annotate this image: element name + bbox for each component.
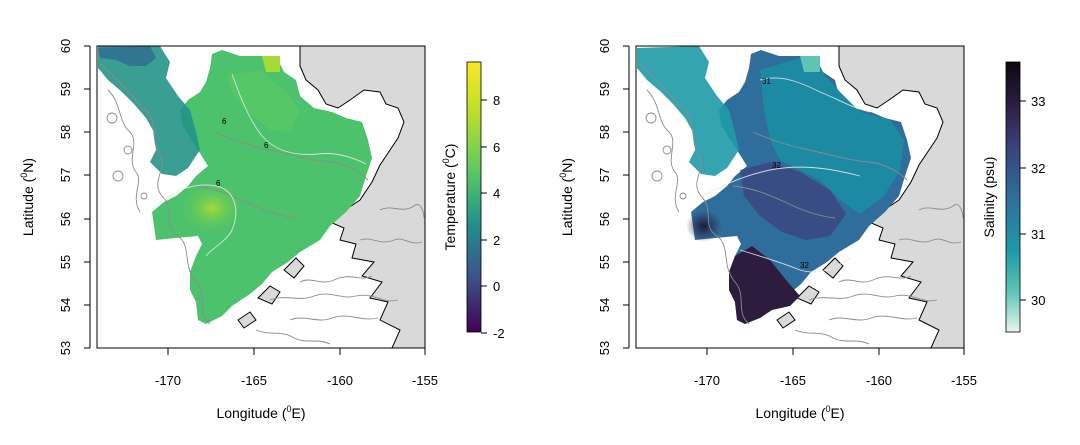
colorbar-tick-label: 31 (1031, 227, 1045, 242)
colorbar-tick-label: 32 (1031, 161, 1045, 176)
contour-label: 32 (772, 161, 781, 170)
outer-band (637, 46, 739, 176)
y-axis-label: Latitude (0N) (558, 158, 575, 236)
colorbar-tick-label: 4 (493, 186, 500, 201)
y-axis-label: Latitude (0N) (19, 158, 36, 236)
y-tick-label: 54 (597, 298, 612, 312)
cold-band-north (98, 46, 156, 66)
coastal-islands (237, 257, 305, 329)
land-alaska (299, 46, 425, 348)
temperature-panel: 6 6 6 -170 -165 -160 -155 Longitude (0E) (19, 39, 505, 421)
saline-west-spot (686, 210, 722, 242)
salinity-panel: 31 32 32 -170 -165 -160 -155 Longitude (… (558, 39, 1045, 421)
contour-label: 6 (222, 117, 227, 126)
fresh-north-patch (800, 56, 820, 72)
colorbar-ticks: -2 0 2 4 6 8 (481, 93, 505, 341)
colorbar-ticks: 30 31 32 33 (1020, 94, 1045, 308)
colorbar-tick-label: 33 (1031, 94, 1045, 109)
salinity-colorbar: 30 31 32 33 Salinity (psu) (981, 61, 1045, 333)
colorbar-tick-label: -2 (493, 326, 505, 341)
colorbar-tick-label: 8 (493, 93, 500, 108)
contour-label: 6 (264, 141, 269, 150)
x-tick-label: -165 (241, 373, 267, 388)
x-tick-label: -170 (694, 373, 720, 388)
colorbar-tick-label: 2 (493, 233, 500, 248)
bathymetry-contours (99, 63, 425, 345)
y-tick-label: 60 (597, 39, 612, 53)
contour-label: 31 (762, 77, 771, 86)
y-tick-label: 58 (597, 125, 612, 139)
y-axis: 53 54 55 56 57 58 59 60 Latitude (0N) (19, 39, 91, 355)
y-tick-label: 55 (58, 255, 73, 269)
saline-south (729, 246, 800, 324)
y-tick-label: 60 (58, 39, 73, 53)
contour-label: 32 (800, 261, 809, 270)
x-axis: -170 -165 -160 -155 Longitude (0E) (155, 347, 438, 421)
x-axis-label: Longitude (0E) (755, 404, 844, 421)
y-tick-label: 57 (58, 168, 73, 182)
y-tick-label: 55 (597, 255, 612, 269)
y-tick-label: 56 (58, 212, 73, 226)
colorbar-label: Salinity (psu) (981, 157, 997, 238)
bathymetry-contours (638, 63, 964, 345)
colorbar-label: Temperature (0C) (441, 144, 458, 251)
colorbar-ramp (1005, 61, 1021, 333)
x-tick-label: -160 (866, 373, 892, 388)
isohalines (699, 77, 871, 273)
y-tick-label: 59 (58, 82, 73, 96)
x-tick-label: -165 (780, 373, 806, 388)
temperature-colorbar: -2 0 2 4 6 8 Temperature (0C) (441, 61, 505, 341)
temperature-map: 6 6 6 (98, 46, 425, 348)
inner-shelf-lighter (226, 70, 300, 132)
colorbar-tick-label: 6 (493, 140, 500, 155)
warm-spot (180, 182, 244, 234)
isotherms (157, 73, 367, 257)
y-tick-label: 58 (58, 125, 73, 139)
cold-band (98, 46, 200, 176)
y-axis: 53 54 55 56 57 58 59 60 Latitude (0N) (558, 39, 630, 355)
y-tick-label: 57 (597, 168, 612, 182)
mid-shelf-saline (740, 162, 846, 240)
x-tick-label: -155 (951, 373, 977, 388)
y-tick-label: 54 (58, 298, 73, 312)
temperature-field (152, 50, 372, 324)
salinity-map: 31 32 32 (637, 46, 964, 348)
y-tick-label: 59 (597, 82, 612, 96)
x-axis: -170 -165 -160 -155 Longitude (0E) (694, 347, 977, 421)
y-tick-label: 53 (58, 341, 73, 355)
contour-label: 6 (216, 179, 221, 188)
inner-shelf-fresher (760, 58, 904, 214)
y-tick-label: 56 (597, 212, 612, 226)
x-tick-label: -160 (327, 373, 353, 388)
colorbar-ramp (466, 61, 482, 333)
x-tick-label: -155 (412, 373, 438, 388)
north-warm-patch (262, 56, 280, 72)
y-tick-label: 53 (597, 341, 612, 355)
x-tick-label: -170 (155, 373, 181, 388)
x-axis-label: Longitude (0E) (216, 404, 305, 421)
land-alaska (838, 46, 964, 348)
colorbar-tick-label: 0 (493, 279, 500, 294)
colorbar-tick-label: 30 (1031, 293, 1045, 308)
